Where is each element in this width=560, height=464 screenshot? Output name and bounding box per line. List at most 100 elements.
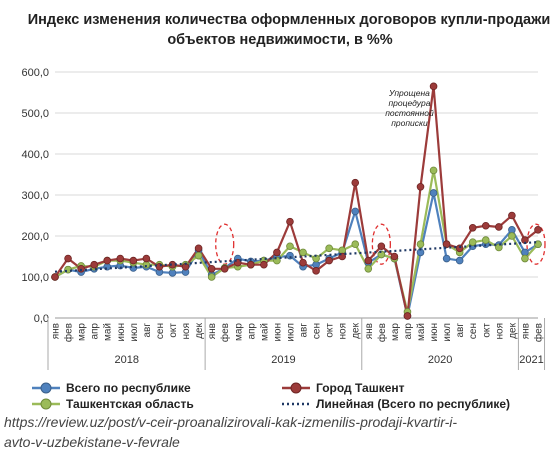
legend-marker-republic xyxy=(32,382,60,394)
annotation-line: прописки xyxy=(391,118,428,128)
x-tick-label: фев xyxy=(533,323,545,342)
point-tashkent_region xyxy=(299,248,307,257)
legend-label-trend: Линейная (Всего по республике) xyxy=(316,397,511,411)
x-tick-label: ноя xyxy=(494,323,505,340)
point-republic xyxy=(455,256,464,265)
x-tick-label: июн xyxy=(429,323,440,342)
x-tick-label: апр xyxy=(90,323,101,340)
x-tick-label: сен xyxy=(468,323,479,339)
x-tick-label: июл xyxy=(129,323,140,342)
point-tashkent_region xyxy=(325,244,333,253)
x-tick-label: мар xyxy=(233,323,244,341)
trendline xyxy=(54,241,539,273)
y-tick-label: 300,0 xyxy=(21,190,49,202)
point-tashkent_region xyxy=(207,273,216,281)
point-tashkent_region xyxy=(468,238,477,246)
point-tashkent_city xyxy=(390,252,399,261)
x-tick-label: июн xyxy=(116,323,127,342)
year-label: 2019 xyxy=(271,354,295,366)
point-tashkent_city xyxy=(508,211,516,220)
point-tashkent_city xyxy=(155,262,164,271)
x-tick-label: окт xyxy=(168,323,179,338)
legend-label-tashkent-city: Город Ташкент xyxy=(316,381,405,395)
annotation-line: постоянной xyxy=(385,108,434,118)
point-tashkent_city xyxy=(325,256,333,265)
x-tick-label: ноя xyxy=(181,323,192,340)
legend-marker-tashkent-region xyxy=(32,398,60,410)
x-tick-label: фев xyxy=(376,323,388,342)
legend-marker-trend xyxy=(282,402,310,406)
point-tashkent_city xyxy=(273,248,281,257)
y-tick-label: 200,0 xyxy=(21,231,49,243)
point-tashkent_city xyxy=(455,244,464,253)
point-tashkent_city xyxy=(207,264,216,273)
point-tashkent_city xyxy=(247,260,255,269)
x-tick-label: янв xyxy=(364,323,375,339)
point-tashkent_city xyxy=(377,242,386,251)
point-tashkent_region xyxy=(194,251,203,260)
point-tashkent_region xyxy=(521,254,529,263)
point-republic xyxy=(442,254,451,263)
point-tashkent_city xyxy=(51,273,59,281)
point-tashkent_region xyxy=(416,240,425,249)
x-tick-label: апр xyxy=(246,323,257,340)
point-tashkent_region xyxy=(534,240,542,249)
legend-marker-tashkent-city xyxy=(282,382,310,394)
point-tashkent_city xyxy=(299,258,307,267)
point-tashkent_city xyxy=(116,254,125,263)
x-tick-label: апр xyxy=(403,323,414,340)
point-tashkent_city xyxy=(403,312,412,320)
legend-item-tashkent-city: Город Ташкент xyxy=(282,381,405,395)
x-tick-label: дек xyxy=(194,322,205,338)
year-label: 2020 xyxy=(428,354,452,366)
year-label: 2018 xyxy=(115,354,139,366)
x-tick-label: ноя xyxy=(338,323,349,340)
point-tashkent_city xyxy=(442,240,451,249)
point-tashkent_region xyxy=(351,240,360,249)
x-tick-label: дек xyxy=(507,322,518,338)
source-line2: avto-v-uzbekistane-v-fevrale xyxy=(4,434,180,450)
point-tashkent_city xyxy=(142,254,151,263)
point-tashkent_region xyxy=(481,236,490,244)
year-label: 2021 xyxy=(519,354,543,366)
y-tick-label: 500,0 xyxy=(21,108,49,120)
x-tick-label: авг xyxy=(299,323,310,338)
point-tashkent_region xyxy=(286,242,294,251)
x-tick-label: май xyxy=(416,323,427,341)
point-tashkent_city xyxy=(286,217,294,226)
point-tashkent_city xyxy=(481,221,490,230)
legend-item-tashkent-region: Ташкентская область xyxy=(32,397,194,411)
point-tashkent_city xyxy=(220,264,229,273)
annotation-line: процедура xyxy=(388,98,430,108)
point-republic xyxy=(429,189,438,197)
point-tashkent_city xyxy=(468,224,477,232)
point-tashkent_city xyxy=(90,260,98,269)
chart-title: Индекс изменения количества оформленных … xyxy=(0,10,560,50)
point-tashkent_region xyxy=(495,243,503,252)
source-line1: https://review.uz/post/v-ceir-proanalizi… xyxy=(4,414,458,430)
x-tick-label: янв xyxy=(51,323,62,339)
x-tick-label: сен xyxy=(312,323,323,339)
x-tick-label: май xyxy=(103,323,114,341)
chart-title-line1: Индекс изменения количества оформленных … xyxy=(27,12,551,28)
point-tashkent_region xyxy=(273,256,281,265)
series-line-republic xyxy=(54,191,539,318)
x-tick-label: фев xyxy=(219,323,231,342)
point-tashkent_city xyxy=(534,226,542,234)
point-tashkent_region xyxy=(508,232,516,240)
point-tashkent_region xyxy=(429,166,438,175)
legend-label-tashkent-region: Ташкентская область xyxy=(66,397,194,411)
x-tick-label: июн xyxy=(272,323,283,342)
point-tashkent_city xyxy=(364,256,373,265)
annotation-line: Упрощена xyxy=(388,88,430,98)
x-tick-label: янв xyxy=(207,323,218,339)
highlight-ellipse xyxy=(371,223,392,265)
x-tick-label: сен xyxy=(155,323,166,339)
y-tick-label: 600,0 xyxy=(21,67,49,79)
y-tick-label: 400,0 xyxy=(21,149,49,161)
x-tick-label: мар xyxy=(77,323,88,341)
point-tashkent_region xyxy=(364,264,373,273)
highlight-ellipse xyxy=(526,223,546,265)
x-tick-label: окт xyxy=(481,323,492,338)
